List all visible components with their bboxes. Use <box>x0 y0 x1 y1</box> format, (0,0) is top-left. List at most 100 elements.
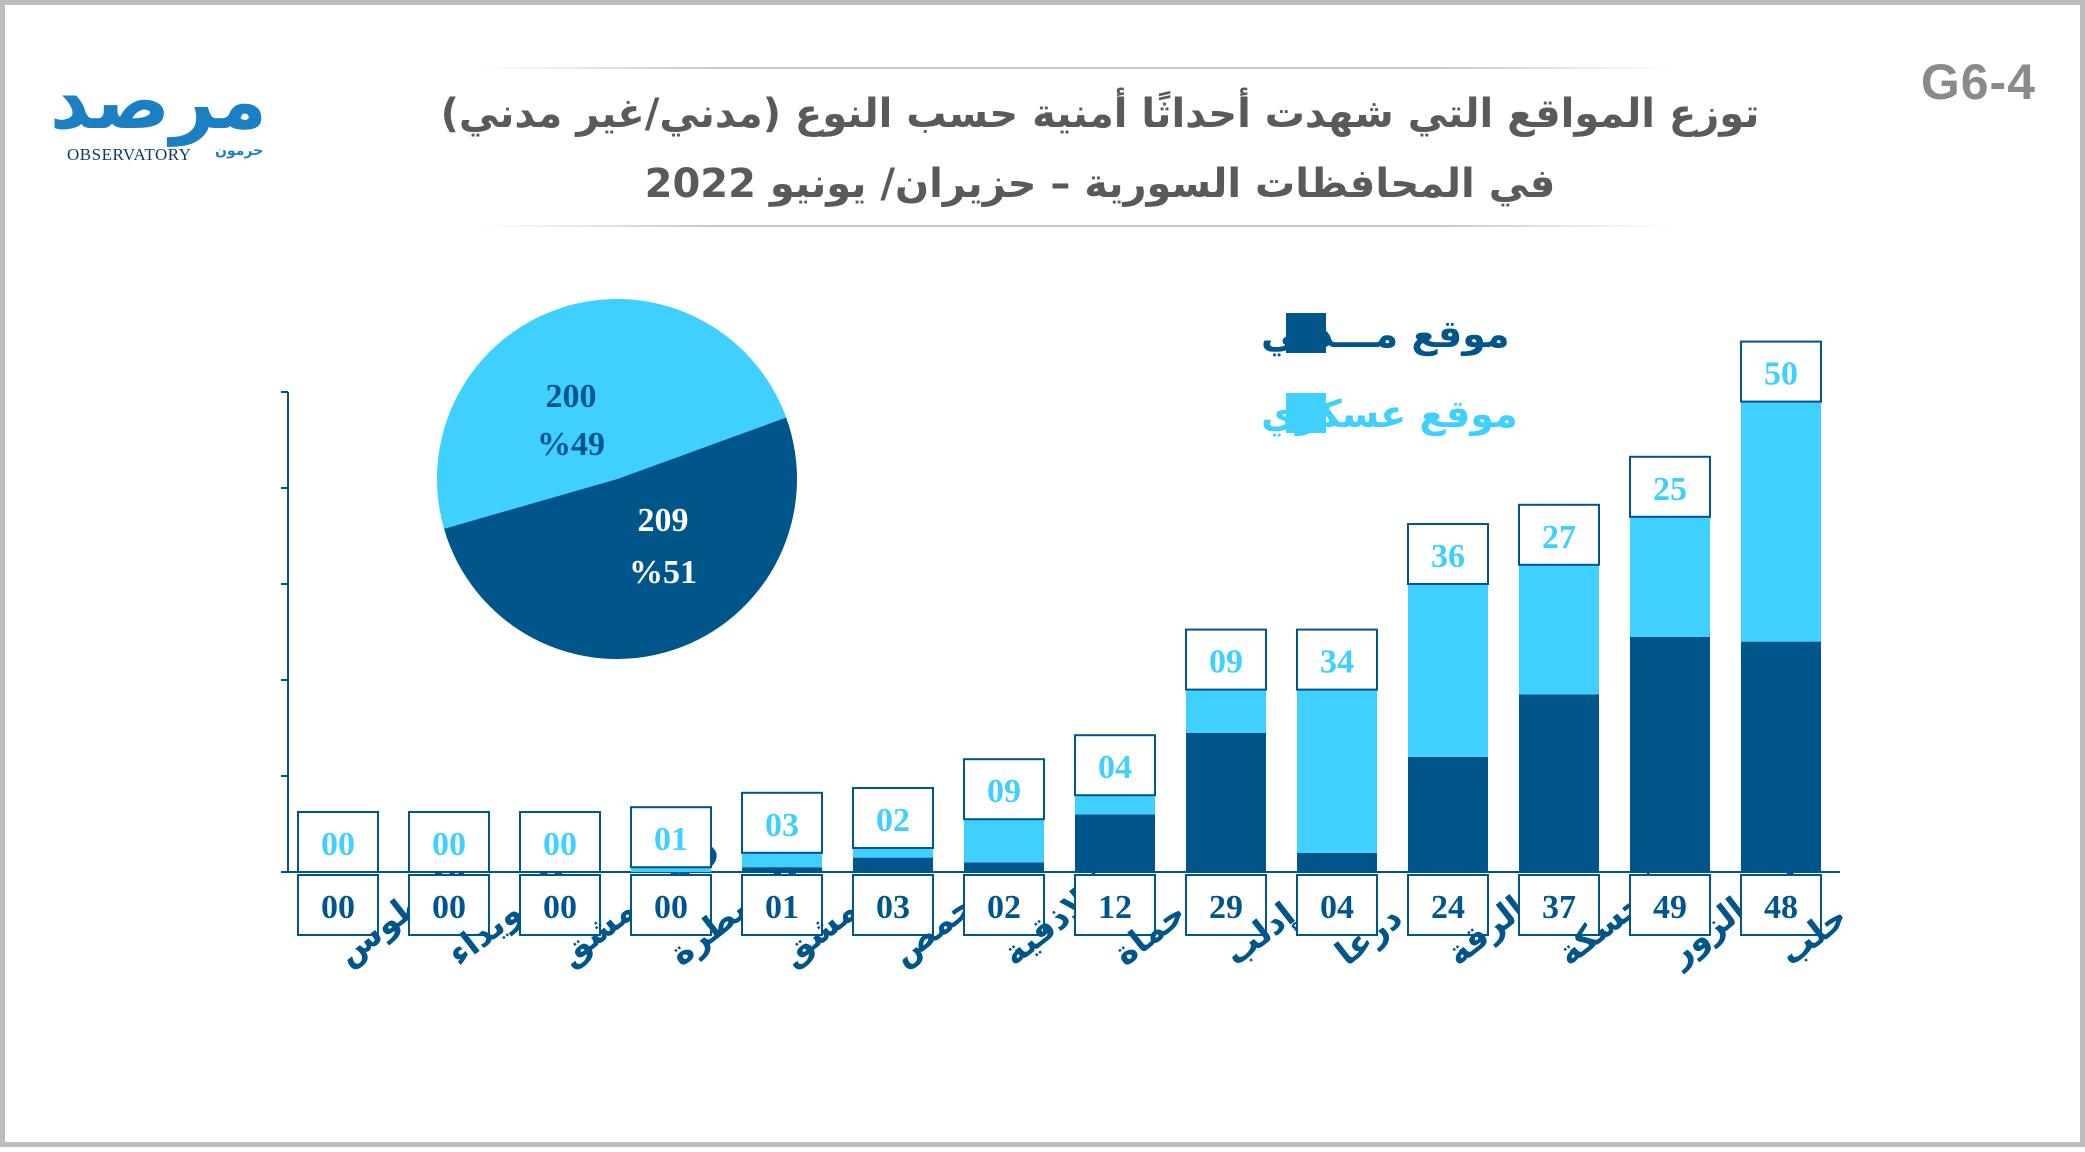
pie-chart: 200 %49 209 %51 <box>436 298 797 659</box>
civilian-value-label: 24 <box>1431 889 1465 926</box>
civilian-value-box <box>1296 874 1378 936</box>
military-value-label: 02 <box>876 802 910 839</box>
civilian-value-box <box>408 874 490 936</box>
civilian-value-label: 02 <box>987 889 1021 926</box>
bar-military <box>631 867 711 872</box>
pie-slice-military <box>436 298 787 529</box>
legend-civilian-swatch <box>1286 313 1326 353</box>
bar-military <box>1630 516 1710 637</box>
military-value-box <box>519 811 601 873</box>
figure-code: G6-4 <box>1920 54 2036 110</box>
civilian-value-label: 00 <box>321 889 355 926</box>
military-value-label: 01 <box>654 821 688 858</box>
chart-canvas: 0000طرطوس0000السويداء0000ريف دمشق0100الق… <box>281 298 1855 975</box>
bar-civilian <box>742 867 822 872</box>
civilian-value-box <box>1518 874 1600 936</box>
military-value-box <box>1407 523 1489 585</box>
civilian-value-box <box>963 874 1045 936</box>
bar-series: 0000طرطوس0000السويداء0000ريف دمشق0100الق… <box>297 340 1855 975</box>
civilian-value-box <box>1629 874 1711 936</box>
observatory-logo: مرصد OBSERVATORY حرمون <box>49 57 267 164</box>
civilian-value-box <box>1407 874 1489 936</box>
military-value-label: 34 <box>1320 644 1354 681</box>
civilian-value-label: 00 <box>432 889 466 926</box>
chart-title-line1: توزع المواقع التي شهدت أحداثًا أمنية حسب… <box>440 91 1760 137</box>
logo-english-text: OBSERVATORY <box>67 145 192 164</box>
bar-military <box>1186 689 1266 733</box>
military-value-box <box>1740 340 1822 403</box>
civilian-value-label: 00 <box>543 889 577 926</box>
bar-civilian <box>1519 694 1599 872</box>
civilian-value-box <box>297 874 379 936</box>
bar-civilian <box>1075 814 1155 872</box>
title-bottom-rule <box>475 225 1675 227</box>
military-value-box <box>1296 628 1378 691</box>
bar-military <box>1519 564 1599 695</box>
bar-civilian <box>1297 852 1377 872</box>
military-value-label: 00 <box>543 826 577 863</box>
civilian-value-label: 01 <box>765 889 799 926</box>
logo-arabic-small-text: حرمون <box>215 143 264 159</box>
civilian-value-label: 37 <box>1542 889 1576 926</box>
military-value-label: 00 <box>432 826 466 863</box>
pie-civilian-value: 209 <box>638 502 689 539</box>
military-value-label: 09 <box>987 773 1021 810</box>
bar-military <box>853 848 933 858</box>
military-value-box <box>963 758 1045 821</box>
civilian-value-box <box>852 874 934 936</box>
military-value-label: 09 <box>1209 644 1243 681</box>
civilian-value-label: 03 <box>876 889 910 926</box>
bar-military <box>742 852 822 868</box>
legend-military-swatch <box>1286 393 1326 433</box>
civilian-value-box <box>1185 874 1267 936</box>
legend-civilian-label: موقع مـــدني <box>1261 312 1510 356</box>
civilian-value-box <box>741 874 823 936</box>
bar-civilian <box>1741 641 1821 872</box>
pie-military-value: 200 <box>546 378 597 415</box>
military-value-label: 50 <box>1764 356 1798 393</box>
civilian-value-box <box>630 874 712 936</box>
legend-military-label: موقع عسكري <box>1261 392 1518 436</box>
bar-military <box>1075 795 1155 815</box>
bar-military <box>1297 689 1377 853</box>
military-value-box <box>1185 628 1267 691</box>
civilian-value-box <box>1074 874 1156 936</box>
bar-civilian <box>1186 732 1266 872</box>
military-value-box <box>630 806 712 869</box>
civilian-value-label: 04 <box>1320 889 1354 926</box>
bar-military <box>1408 584 1488 757</box>
civilian-value-label: 48 <box>1764 889 1798 926</box>
military-value-label: 04 <box>1098 749 1132 786</box>
military-value-box <box>1629 455 1711 518</box>
bar-civilian <box>853 857 933 872</box>
logo-arabic-text: مرصد <box>49 57 267 147</box>
military-value-label: 25 <box>1653 471 1687 508</box>
chart-title-line2: في المحافظات السورية – حزيران/ يونيو 202… <box>644 161 1556 207</box>
military-value-label: 36 <box>1431 538 1465 575</box>
pie-military-percent: %49 <box>537 426 605 463</box>
civilian-value-label: 29 <box>1209 889 1243 926</box>
title-top-rule <box>475 67 1675 69</box>
military-value-box <box>741 791 823 854</box>
civilian-value-label: 12 <box>1098 889 1132 926</box>
military-value-box <box>408 811 490 873</box>
military-value-box <box>297 811 379 873</box>
bar-military <box>1741 401 1821 642</box>
pie-slice-civilian <box>444 417 797 659</box>
civilian-value-box <box>1740 874 1822 936</box>
bar-civilian <box>1630 636 1710 872</box>
military-value-box <box>1518 503 1600 566</box>
legend: موقع مـــدني موقع عسكري <box>1261 312 1518 436</box>
military-value-box <box>852 787 934 849</box>
civilian-value-label: 00 <box>654 889 688 926</box>
civilian-value-label: 49 <box>1653 889 1687 926</box>
military-value-label: 03 <box>765 807 799 844</box>
pie-civilian-percent: %51 <box>629 554 697 591</box>
bar-civilian <box>1408 756 1488 872</box>
bar-civilian <box>964 862 1044 872</box>
military-value-label: 00 <box>321 826 355 863</box>
military-value-box <box>1074 734 1156 797</box>
bar-military <box>964 819 1044 863</box>
military-value-label: 27 <box>1542 519 1576 556</box>
